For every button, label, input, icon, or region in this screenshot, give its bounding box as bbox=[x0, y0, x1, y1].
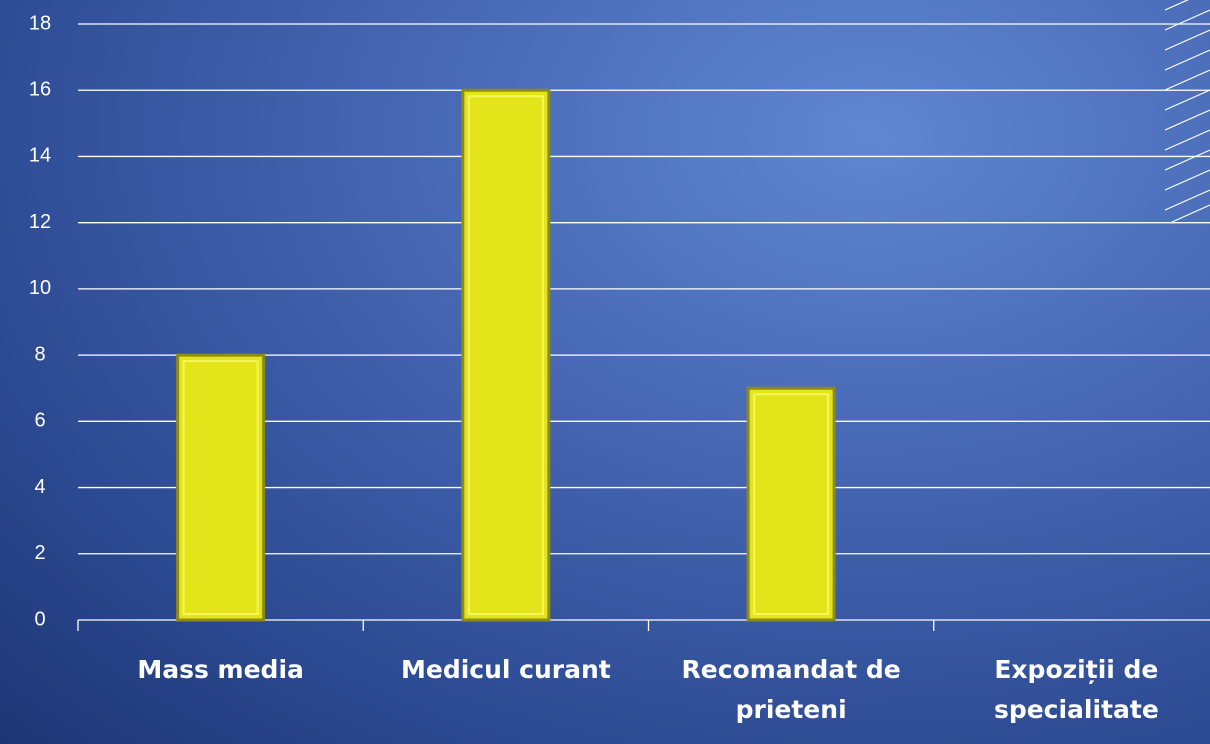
x-tick-label: Mass media bbox=[137, 655, 304, 684]
y-tick-label: 16 bbox=[29, 79, 51, 101]
y-tick-label: 6 bbox=[34, 410, 45, 432]
bar bbox=[746, 386, 836, 622]
y-tick-label: 10 bbox=[29, 277, 51, 299]
bar-bevel bbox=[182, 360, 259, 615]
bar-bevel bbox=[753, 393, 830, 615]
x-tick-label: Recomandat de prieteni bbox=[681, 655, 901, 724]
y-tick-label: 2 bbox=[34, 542, 45, 564]
x-tick-label: Expoziții de specialitate bbox=[993, 655, 1159, 724]
bar bbox=[461, 88, 551, 622]
y-tick-label: 12 bbox=[29, 211, 51, 233]
decor-hatch bbox=[1164, 0, 1210, 223]
x-tick-label: Medicul curant bbox=[400, 655, 611, 684]
y-tick-label: 0 bbox=[34, 608, 45, 630]
y-tick-label: 8 bbox=[34, 343, 45, 365]
bar bbox=[176, 353, 266, 622]
y-tick-label: 14 bbox=[29, 145, 51, 167]
y-tick-label: 4 bbox=[34, 476, 45, 498]
y-tick-label: 18 bbox=[29, 12, 51, 34]
bar-bevel bbox=[467, 95, 544, 615]
